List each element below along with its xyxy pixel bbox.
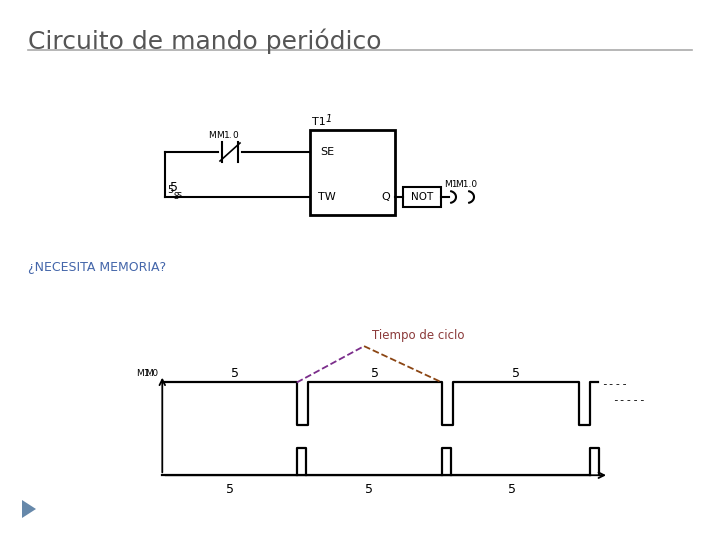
Text: 5: 5 bbox=[231, 367, 239, 380]
Text: 1.: 1. bbox=[224, 131, 233, 140]
Text: 5: 5 bbox=[225, 483, 233, 496]
Text: 5: 5 bbox=[371, 367, 379, 380]
Text: ¿NECESITA MEMORIA?: ¿NECESITA MEMORIA? bbox=[28, 261, 166, 274]
Text: M1.: M1. bbox=[444, 180, 460, 189]
Text: 1: 1 bbox=[326, 114, 332, 124]
Text: M: M bbox=[145, 369, 153, 377]
Text: Tiempo de ciclo: Tiempo de ciclo bbox=[372, 329, 464, 342]
Text: M1.0: M1.0 bbox=[136, 369, 158, 377]
Text: 5: 5 bbox=[167, 185, 174, 195]
Text: Circuito de mando periódico: Circuito de mando periódico bbox=[28, 28, 382, 53]
Text: M: M bbox=[208, 131, 216, 140]
Text: NOT: NOT bbox=[411, 192, 433, 202]
Text: 5: 5 bbox=[512, 367, 520, 380]
Text: T1: T1 bbox=[312, 117, 325, 127]
Text: M: M bbox=[216, 131, 224, 140]
Text: -----: ----- bbox=[611, 395, 645, 404]
Text: 5: 5 bbox=[366, 483, 374, 496]
Polygon shape bbox=[22, 500, 36, 518]
Text: SE: SE bbox=[320, 147, 334, 157]
Text: 5: 5 bbox=[508, 483, 516, 496]
Text: ----: ---- bbox=[600, 380, 628, 389]
Text: TW: TW bbox=[318, 192, 336, 202]
Text: s: s bbox=[176, 190, 181, 200]
Text: Q: Q bbox=[381, 192, 390, 202]
Text: S: S bbox=[173, 192, 179, 201]
Bar bbox=[403, 187, 441, 207]
Bar bbox=[310, 130, 395, 215]
Text: M1.0: M1.0 bbox=[455, 180, 477, 189]
Text: 0: 0 bbox=[232, 131, 238, 140]
Text: 5: 5 bbox=[170, 181, 178, 194]
